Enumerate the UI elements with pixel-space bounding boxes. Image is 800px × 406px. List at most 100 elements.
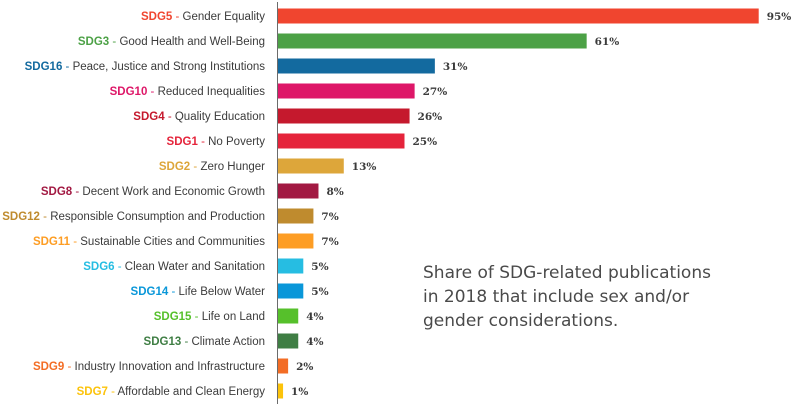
- category-label-sdg14: SDG14 - Life Below Water: [131, 286, 266, 298]
- value-label-sdg8: 8%: [326, 186, 343, 198]
- category-code: SDG11: [33, 236, 71, 248]
- category-name: Clean Water and Sanitation: [125, 261, 265, 273]
- category-label-sdg2: SDG2 - Zero Hunger: [159, 161, 265, 173]
- bar-sdg5: [278, 8, 759, 24]
- category-code: SDG14: [131, 286, 169, 298]
- category-code: SDG10: [110, 86, 148, 98]
- category-label-sdg11: SDG11 - Sustainable Cities and Communiti…: [33, 236, 265, 248]
- bar-sdg13: [278, 333, 299, 349]
- value-labels-group: 95% 61% 31% 27% 26% 25% 13% 8% 7% 7% 5% 5% 4% 4% 2% 1%: [291, 11, 791, 398]
- value-label-sdg5: 95%: [767, 11, 792, 23]
- category-label-sdg3: SDG3 - Good Health and Well-Being: [78, 36, 265, 48]
- category-name: Industry Innovation and Infrastructure: [75, 361, 266, 373]
- category-code: SDG1: [167, 136, 199, 148]
- category-name: No Poverty: [208, 136, 265, 148]
- bar-sdg4: [278, 108, 410, 124]
- bar-sdg3: [278, 33, 587, 49]
- category-separator: -: [72, 186, 82, 198]
- value-label-sdg12: 7%: [321, 211, 338, 223]
- value-label-sdg16: 31%: [443, 61, 468, 73]
- category-label-sdg6: SDG6 - Clean Water and Sanitation: [83, 261, 265, 273]
- value-label-sdg7: 1%: [291, 386, 308, 398]
- value-label-sdg10: 27%: [423, 86, 448, 98]
- value-label-sdg14: 5%: [311, 286, 328, 298]
- category-separator: -: [147, 86, 157, 98]
- category-name: Reduced Inequalities: [158, 86, 266, 98]
- category-name: Good Health and Well-Being: [119, 36, 265, 48]
- category-label-sdg8: SDG8 - Decent Work and Economic Growth: [41, 186, 265, 198]
- bar-sdg6: [278, 258, 304, 274]
- category-code: SDG6: [83, 261, 114, 273]
- category-code: SDG8: [41, 186, 73, 198]
- annotation-line-3: gender considerations.: [423, 311, 619, 331]
- category-code: SDG12: [2, 211, 40, 223]
- category-code: SDG15: [154, 311, 192, 323]
- bar-sdg12: [278, 208, 314, 224]
- category-label-sdg7: SDG7 - Affordable and Clean Energy: [77, 386, 266, 398]
- category-separator: -: [108, 386, 118, 398]
- category-code: SDG9: [33, 361, 64, 373]
- category-separator: -: [181, 336, 191, 348]
- category-code: SDG3: [78, 36, 109, 48]
- bar-sdg16: [278, 58, 435, 74]
- bar-sdg9: [278, 358, 289, 374]
- bar-sdg14: [278, 283, 304, 299]
- chart-annotation: Share of SDG-related publications in 201…: [423, 261, 763, 333]
- value-label-sdg9: 2%: [296, 361, 313, 373]
- bar-sdg7: [278, 383, 284, 399]
- category-separator: -: [191, 311, 201, 323]
- category-code: SDG7: [77, 386, 108, 398]
- category-name: Responsible Consumption and Production: [50, 211, 265, 223]
- category-separator: -: [172, 11, 182, 23]
- value-label-sdg13: 4%: [306, 336, 323, 348]
- category-code: SDG4: [133, 111, 165, 123]
- category-code: SDG16: [25, 61, 63, 73]
- bar-sdg11: [278, 233, 314, 249]
- value-label-sdg11: 7%: [321, 236, 338, 248]
- bar-sdg10: [278, 83, 415, 99]
- category-separator: -: [70, 236, 80, 248]
- category-separator: -: [168, 286, 178, 298]
- category-name: Decent Work and Economic Growth: [82, 186, 265, 198]
- category-label-sdg13: SDG13 - Climate Action: [144, 336, 265, 348]
- bars-group: [278, 8, 759, 399]
- value-label-sdg15: 4%: [306, 311, 323, 323]
- category-label-sdg16: SDG16 - Peace, Justice and Strong Instit…: [25, 61, 266, 73]
- category-name: Climate Action: [191, 336, 265, 348]
- bar-sdg2: [278, 158, 344, 174]
- value-label-sdg2: 13%: [352, 161, 377, 173]
- category-name: Life on Land: [202, 311, 265, 323]
- bar-sdg8: [278, 183, 319, 199]
- category-label-sdg15: SDG15 - Life on Land: [154, 311, 265, 323]
- category-separator: -: [62, 61, 72, 73]
- annotation-line-1: Share of SDG-related publications: [423, 263, 711, 283]
- category-separator: -: [198, 136, 208, 148]
- bar-sdg1: [278, 133, 405, 149]
- bar-sdg15: [278, 308, 299, 324]
- category-separator: -: [64, 361, 74, 373]
- category-separator: -: [165, 111, 175, 123]
- category-label-sdg12: SDG12 - Responsible Consumption and Prod…: [2, 211, 265, 223]
- category-separator: -: [190, 161, 200, 173]
- value-label-sdg1: 25%: [413, 136, 438, 148]
- category-name: Zero Hunger: [200, 161, 265, 173]
- category-label-sdg5: SDG5 - Gender Equality: [141, 11, 265, 23]
- category-name: Peace, Justice and Strong Institutions: [73, 61, 266, 73]
- category-label-sdg10: SDG10 - Reduced Inequalities: [110, 86, 266, 98]
- category-label-sdg9: SDG9 - Industry Innovation and Infrastru…: [33, 361, 265, 373]
- category-name: Affordable and Clean Energy: [118, 386, 266, 398]
- category-separator: -: [115, 261, 125, 273]
- category-name: Gender Equality: [183, 11, 266, 23]
- value-label-sdg4: 26%: [418, 111, 443, 123]
- category-name: Life Below Water: [179, 286, 266, 298]
- category-separator: -: [40, 211, 50, 223]
- value-label-sdg6: 5%: [311, 261, 328, 273]
- category-separator: -: [109, 36, 119, 48]
- category-label-sdg4: SDG4 - Quality Education: [133, 111, 265, 123]
- category-label-sdg1: SDG1 - No Poverty: [167, 136, 266, 148]
- category-name: Sustainable Cities and Communities: [80, 236, 265, 248]
- category-labels-group: SDG5 - Gender Equality SDG3 - Good Health…: [2, 11, 265, 398]
- category-code: SDG2: [159, 161, 190, 173]
- category-code: SDG5: [141, 11, 173, 23]
